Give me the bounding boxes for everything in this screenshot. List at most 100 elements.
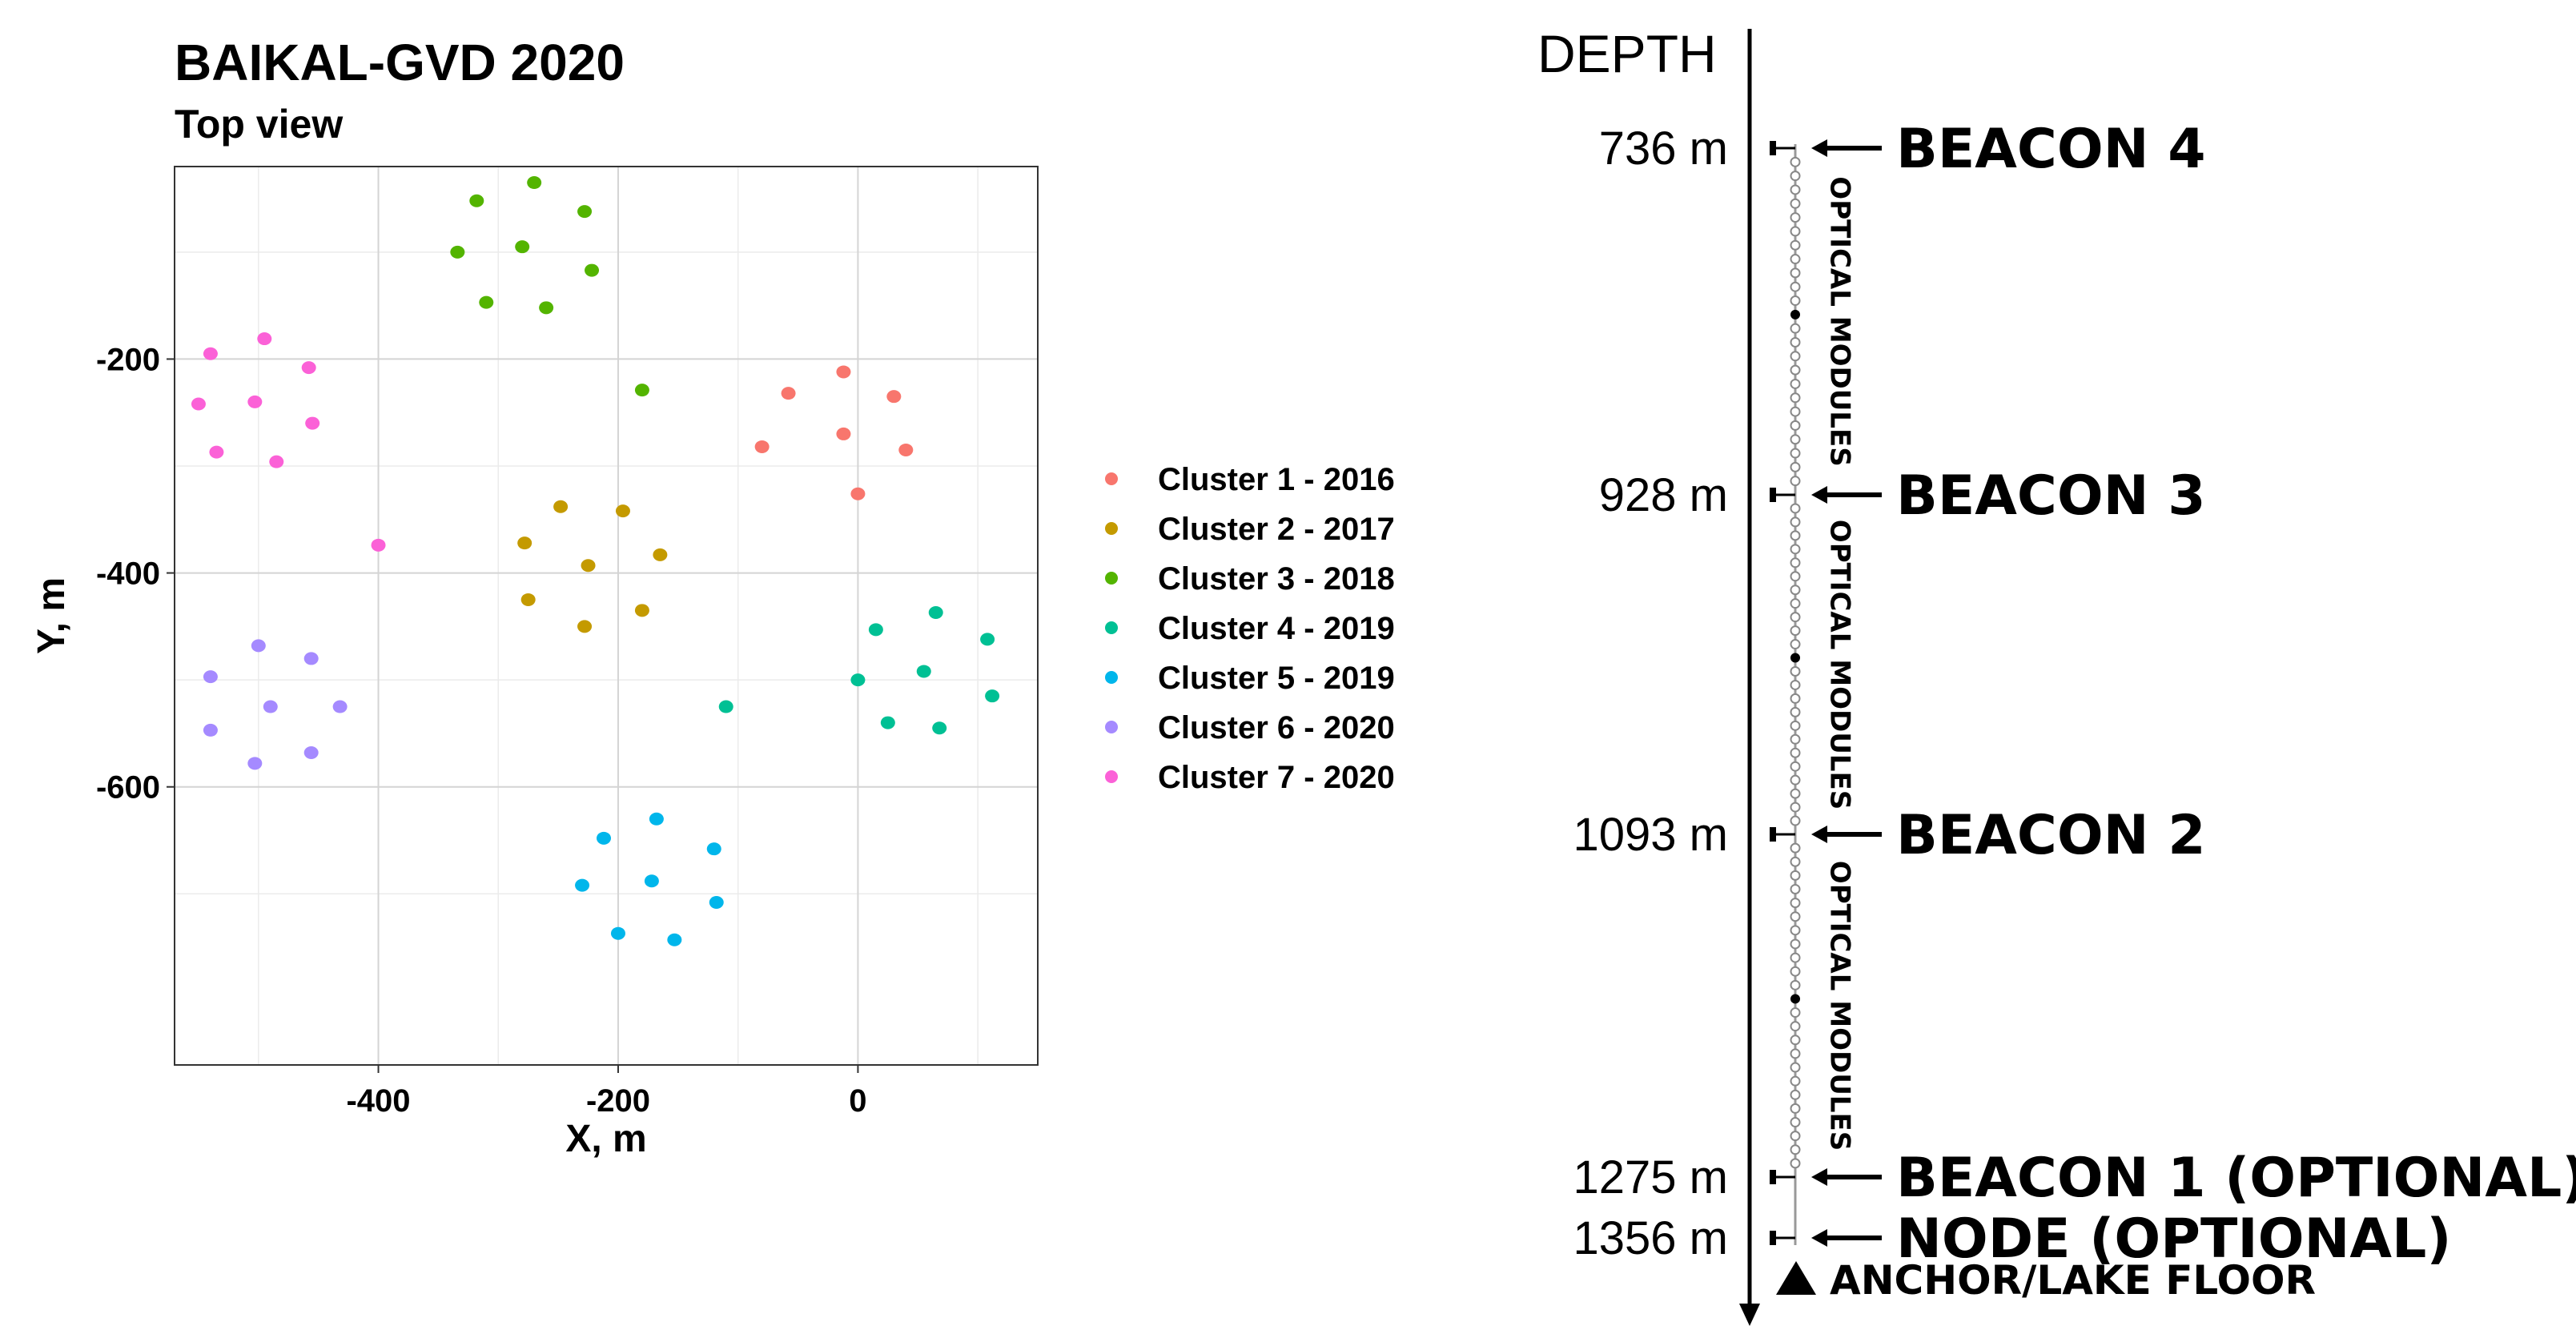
optical-module (1790, 351, 1801, 362)
optical-module (1790, 281, 1801, 292)
data-point-cluster-7 (257, 332, 272, 346)
legend-label-cluster-2: Cluster 2 - 2017 (1158, 512, 1395, 547)
optical-modules-label: OPTICAL MODULES (1824, 176, 1856, 466)
optical-module (1790, 679, 1801, 690)
optical-module (1790, 503, 1801, 514)
x-tick-label: -200 (586, 1083, 650, 1119)
data-point-cluster-7 (269, 455, 284, 468)
data-point-cluster-6 (247, 757, 263, 770)
depth-axis-arrowhead (1739, 1304, 1760, 1326)
data-point-cluster-6 (332, 700, 348, 713)
data-point-cluster-2 (520, 593, 536, 606)
x-axis-label: X, m (565, 1118, 646, 1160)
legend-key-cluster-2 (1105, 522, 1118, 535)
data-point-cluster-5 (644, 874, 659, 888)
plot-panel-border (174, 166, 1039, 1066)
optical-module (1790, 448, 1801, 459)
optical-module (1790, 911, 1801, 922)
data-point-cluster-3 (539, 301, 554, 315)
legend-key-cluster-7 (1105, 770, 1118, 783)
optical-module (1790, 198, 1801, 209)
data-point-cluster-3 (585, 263, 600, 277)
optical-module (1790, 239, 1801, 251)
optical-module (1790, 1048, 1801, 1059)
optical-module (1790, 733, 1801, 745)
level-label: BEACON 3 (1896, 464, 2206, 528)
anchor-label: ANCHOR/LAKE FLOOR (1830, 1257, 2316, 1304)
optical-module (1790, 461, 1801, 472)
data-point-cluster-3 (577, 205, 593, 219)
optical-module (1790, 856, 1801, 867)
y-axis-label: Y, m (30, 577, 73, 654)
data-point-cluster-4 (985, 689, 1000, 703)
legend: Cluster 1 - 2016 Cluster 2 - 2017 Cluster … (1105, 462, 1395, 795)
y-tick-label: -400 (96, 556, 160, 592)
data-point-cluster-6 (203, 723, 218, 737)
anchor-triangle (1776, 1261, 1816, 1295)
optical-module (1790, 571, 1801, 582)
depth-value: 1093 m (1573, 809, 1728, 861)
optical-module (1790, 842, 1801, 854)
data-point-cluster-6 (251, 639, 266, 653)
optical-module (1790, 1035, 1801, 1046)
optical-module (1790, 612, 1801, 623)
legend-key-cluster-6 (1105, 721, 1118, 733)
optical-module (1790, 665, 1801, 677)
beacon-marker (1770, 488, 1776, 502)
depth-value: 736 m (1599, 123, 1728, 175)
scatter-points (191, 176, 1000, 946)
optical-module (1790, 653, 1800, 663)
optical-module (1790, 1075, 1801, 1087)
optical-module (1790, 788, 1801, 799)
level-label: BEACON 4 (1896, 118, 2206, 181)
optical-module (1790, 898, 1801, 909)
optical-module (1790, 267, 1801, 279)
data-point-cluster-7 (305, 416, 320, 430)
data-point-cluster-3 (634, 384, 649, 397)
optical-module (1790, 774, 1801, 786)
data-point-cluster-1 (886, 390, 902, 404)
legend-label-cluster-7: Cluster 7 - 2020 (1158, 760, 1395, 795)
data-point-cluster-7 (301, 361, 316, 375)
optical-module (1790, 585, 1801, 596)
optical-module (1790, 938, 1801, 950)
depth-value: 1275 m (1573, 1151, 1728, 1203)
optical-module (1790, 761, 1801, 772)
data-point-cluster-7 (203, 347, 218, 360)
optical-module (1790, 544, 1801, 555)
optical-module (1790, 557, 1801, 569)
optical-module (1790, 156, 1801, 167)
data-point-cluster-2 (581, 559, 596, 573)
optical-module (1790, 378, 1801, 389)
optical-modules-label: OPTICAL MODULES (1824, 861, 1856, 1151)
data-point-cluster-4 (928, 605, 943, 619)
optical-module (1790, 1144, 1801, 1155)
optical-module (1790, 254, 1801, 265)
axis-ticks: -400 -200 0 -200 -400 -600 (96, 342, 867, 1119)
data-point-cluster-1 (836, 365, 851, 379)
optical-module-beads (1790, 156, 1801, 1169)
data-point-cluster-2 (553, 500, 569, 513)
arrow-head (1811, 1229, 1827, 1247)
legend-label-cluster-6: Cluster 6 - 2020 (1158, 710, 1395, 745)
optical-module (1790, 295, 1801, 307)
data-point-cluster-2 (577, 620, 593, 633)
data-point-cluster-3 (515, 240, 530, 254)
optical-module (1790, 966, 1801, 977)
legend-key-cluster-1 (1105, 472, 1118, 485)
optical-module (1790, 476, 1801, 487)
depth-levels: 736 m BEACON 4 928 m BEACON 3 1093 m BEACON 2… (1573, 118, 2576, 1271)
level-label: NODE (OPTIONAL) (1896, 1207, 2451, 1271)
data-point-cluster-4 (880, 716, 895, 729)
arrow-head (1811, 826, 1827, 843)
data-point-cluster-3 (469, 194, 484, 207)
data-point-cluster-5 (667, 933, 682, 946)
data-point-cluster-5 (709, 895, 724, 909)
legend-key-cluster-3 (1105, 572, 1118, 585)
data-point-cluster-4 (932, 721, 947, 735)
optical-module (1790, 693, 1801, 704)
data-point-cluster-2 (634, 604, 649, 617)
beacon-marker (1770, 1231, 1776, 1245)
data-point-cluster-1 (850, 487, 866, 500)
arrow-head (1811, 139, 1827, 157)
